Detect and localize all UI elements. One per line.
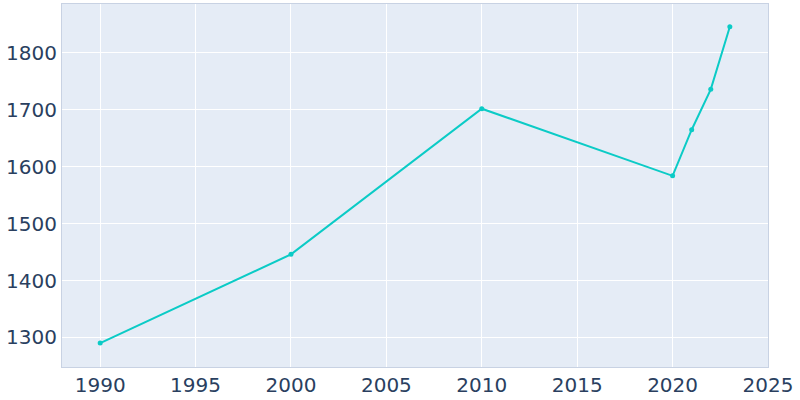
svg-text:1800: 1800 — [6, 41, 57, 65]
svg-text:1700: 1700 — [6, 98, 57, 122]
svg-text:2010: 2010 — [456, 373, 507, 397]
svg-text:1990: 1990 — [75, 373, 126, 397]
svg-text:1600: 1600 — [6, 155, 57, 179]
svg-text:2020: 2020 — [647, 373, 698, 397]
svg-text:1995: 1995 — [170, 373, 221, 397]
svg-text:2000: 2000 — [266, 373, 317, 397]
svg-text:2025: 2025 — [743, 373, 794, 397]
svg-text:1500: 1500 — [6, 212, 57, 236]
svg-text:1400: 1400 — [6, 269, 57, 293]
svg-text:2005: 2005 — [361, 373, 412, 397]
svg-text:2015: 2015 — [552, 373, 603, 397]
svg-text:1300: 1300 — [6, 325, 57, 349]
